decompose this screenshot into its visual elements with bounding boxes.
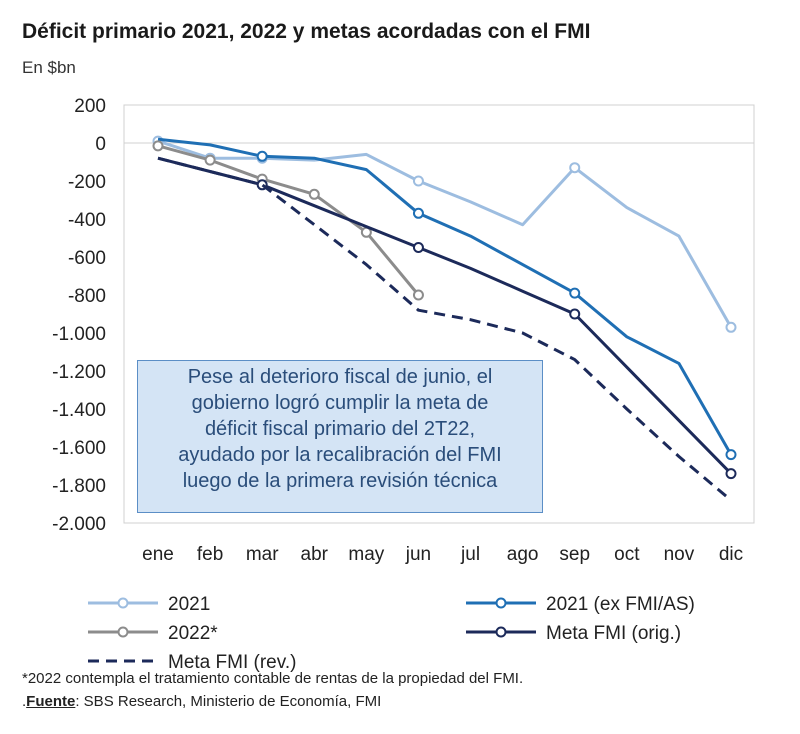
x-tick-label: mar (246, 544, 279, 565)
source-text: : SBS Research, Ministerio de Economía, … (75, 693, 382, 710)
annotation-line: ayudado por la recalibración del FMI (178, 444, 502, 466)
y-tick-label: -1.200 (52, 362, 106, 383)
legend-marker-meta-fmi-orig (495, 626, 507, 638)
x-tick-label: nov (664, 544, 695, 565)
source-line: .Fuente: SBS Research, Ministerio de Eco… (22, 693, 381, 710)
data-point-2021-ex-fmi-as (256, 150, 268, 162)
annotation-box: Pese al deterioro fiscal de junio, el gob… (137, 360, 543, 513)
data-point-2022 (204, 154, 216, 166)
legend-label-2021: 2021 (168, 594, 210, 615)
annotation-line: gobierno logró cumplir la meta de (191, 392, 489, 414)
y-tick-label: -400 (68, 210, 106, 231)
annotation-line: déficit fiscal primario del 2T22, (204, 418, 476, 440)
y-tick-label: -1.600 (52, 438, 106, 459)
legend-marker-2022 (117, 626, 129, 638)
x-tick-label: sep (559, 544, 590, 565)
legend-label-2022: 2022* (168, 623, 218, 644)
plot-area (123, 104, 755, 524)
x-tick-label: jul (460, 544, 480, 565)
x-tick-label: ago (507, 544, 539, 565)
data-point-meta-fmi-orig (569, 308, 581, 320)
legend-marker-2021-ex-fmi-as (495, 597, 507, 609)
source-label: Fuente (26, 693, 76, 710)
y-tick-label: -600 (68, 248, 106, 269)
y-tick-label: -2.000 (52, 514, 106, 535)
x-tick-label: abr (301, 544, 329, 565)
y-tick-label: 0 (95, 134, 106, 155)
y-tick-label: -800 (68, 286, 106, 307)
annotation-line: luego de la primera revisión técnica (182, 470, 498, 492)
data-point-2021-ex-fmi-as (569, 287, 581, 299)
data-point-2021-ex-fmi-as (725, 449, 737, 461)
series-line-2022 (157, 144, 420, 296)
legend-label-meta-fmi-orig: Meta FMI (orig.) (546, 623, 681, 644)
y-tick-label: -1.800 (52, 476, 106, 497)
y-tick-label: -200 (68, 172, 106, 193)
source-prefix: . (22, 693, 27, 710)
data-point-2022 (152, 140, 164, 152)
series-line-2021 (157, 139, 733, 329)
y-tick-label: 200 (74, 96, 106, 117)
y-tick-label: -1.000 (52, 324, 106, 345)
x-tick-label: feb (197, 544, 223, 565)
legend-label-meta-fmi-rev: Meta FMI (rev.) (168, 652, 296, 673)
x-tick-label: oct (614, 544, 640, 565)
data-point-2021 (412, 175, 424, 187)
series-line-meta-fmi-rev (157, 156, 732, 502)
y-tick-label: -1.400 (52, 400, 106, 421)
data-point-2022 (308, 188, 320, 200)
data-point-2021 (725, 321, 737, 333)
x-tick-label: ene (142, 544, 174, 565)
chart-title: Déficit primario 2021, 2022 y metas acor… (22, 20, 591, 43)
x-tick-label: dic (719, 544, 743, 565)
series-line-2021-ex-fmi-as (157, 137, 733, 456)
annotation-line: Pese al deterioro fiscal de junio, el (187, 366, 493, 388)
x-tick-label: may (348, 544, 384, 565)
footnote: *2022 contempla el tratamiento contable … (22, 670, 524, 687)
data-point-2021 (569, 162, 581, 174)
chart-subtitle: En $bn (22, 58, 76, 77)
legend-label-2021-ex-fmi-as: 2021 (ex FMI/AS) (546, 594, 695, 615)
x-tick-label: jun (405, 544, 431, 565)
data-point-meta-fmi-orig (412, 242, 424, 253)
legend-marker-2021 (117, 597, 129, 609)
data-point-2022 (412, 289, 424, 301)
data-point-2021-ex-fmi-as (412, 207, 424, 219)
data-point-meta-fmi-orig (725, 468, 737, 480)
